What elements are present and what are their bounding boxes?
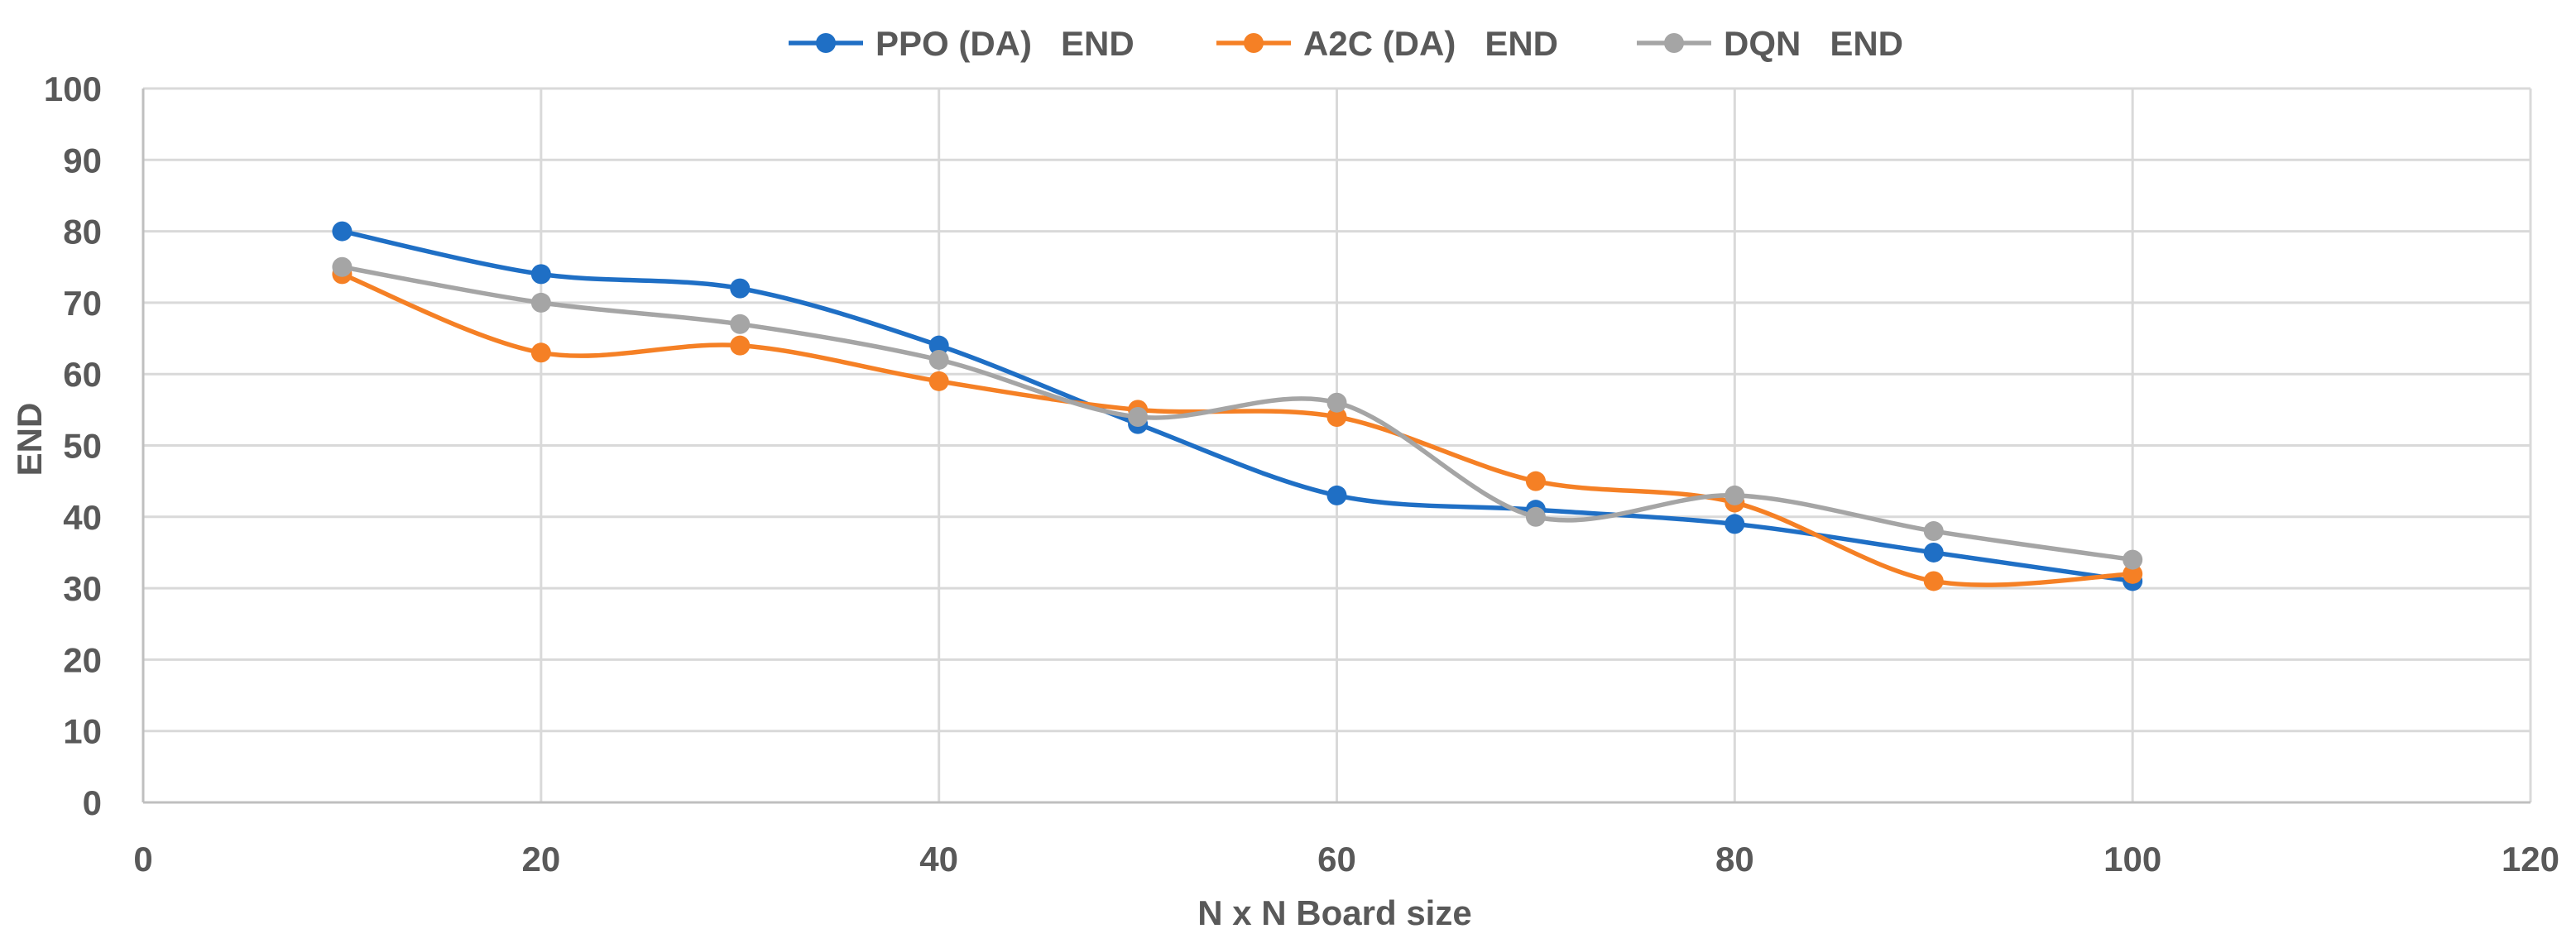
y-axis-title: END xyxy=(10,403,49,476)
data-point xyxy=(730,314,751,334)
legend-item: DQN END xyxy=(1637,24,1903,63)
y-tick-label: 30 xyxy=(63,569,102,608)
data-point xyxy=(530,292,551,313)
x-tick-label: 0 xyxy=(133,840,152,879)
x-tick-label: 100 xyxy=(2103,840,2161,879)
data-point xyxy=(530,342,551,363)
data-point xyxy=(1725,485,1745,505)
data-point xyxy=(730,335,751,356)
series-2 xyxy=(332,256,2143,570)
legend-label: PPO (DA) END xyxy=(875,24,1134,63)
data-point xyxy=(2123,563,2143,584)
y-tick-label: 70 xyxy=(63,284,102,323)
x-tick-label: 60 xyxy=(1317,840,1356,879)
data-point xyxy=(928,371,949,391)
legend-marker xyxy=(1664,33,1684,53)
x-tick-label: 120 xyxy=(2502,840,2559,879)
legend-label: A2C (DA) END xyxy=(1303,24,1558,63)
x-tick-labels: 0 20 40 60 80 100 120 xyxy=(133,840,2559,879)
data-point xyxy=(1525,506,1546,527)
y-tick-label: 0 xyxy=(83,783,102,822)
data-point xyxy=(1725,514,1745,534)
data-point xyxy=(1525,471,1546,491)
axes xyxy=(142,89,2530,804)
legend: PPO (DA) END A2C (DA) END DQN END xyxy=(789,24,1903,63)
data-point xyxy=(332,256,353,277)
y-tick-label: 60 xyxy=(63,355,102,394)
data-point xyxy=(1923,542,1944,563)
legend-label: DQN END xyxy=(1724,24,1903,63)
y-tick-label: 90 xyxy=(63,141,102,180)
data-point xyxy=(730,278,751,299)
data-point xyxy=(1923,521,1944,542)
gridlines xyxy=(143,87,2532,802)
data-point xyxy=(928,349,949,370)
y-tick-label: 20 xyxy=(63,640,102,679)
data-point xyxy=(530,264,551,285)
legend-item: A2C (DA) END xyxy=(1216,24,1558,63)
data-point xyxy=(1326,406,1347,427)
data-point xyxy=(332,221,353,242)
x-tick-label: 80 xyxy=(1715,840,1754,879)
legend-marker xyxy=(1244,33,1264,53)
legend-item: PPO (DA) END xyxy=(789,24,1134,63)
data-point xyxy=(928,335,949,356)
x-axis-title: N x N Board size xyxy=(1197,893,1471,932)
series-line xyxy=(339,265,2135,563)
y-tick-label: 10 xyxy=(63,712,102,751)
data-point xyxy=(1326,392,1347,413)
data-point xyxy=(1923,571,1944,591)
x-tick-label: 20 xyxy=(521,840,560,879)
y-tick-labels: 0 10 20 30 40 50 60 70 80 90 100 xyxy=(44,69,102,822)
series-line xyxy=(339,271,2135,587)
legend-marker xyxy=(816,33,836,53)
y-tick-label: 100 xyxy=(44,69,102,108)
series-line xyxy=(339,228,2135,584)
data-point xyxy=(2123,549,2143,570)
y-tick-label: 50 xyxy=(63,427,102,466)
x-tick-label: 40 xyxy=(919,840,958,879)
data-point xyxy=(1326,485,1347,505)
y-tick-label: 80 xyxy=(63,213,102,251)
y-tick-label: 40 xyxy=(63,498,102,537)
data-point xyxy=(1128,406,1149,427)
series-group xyxy=(332,221,2143,591)
